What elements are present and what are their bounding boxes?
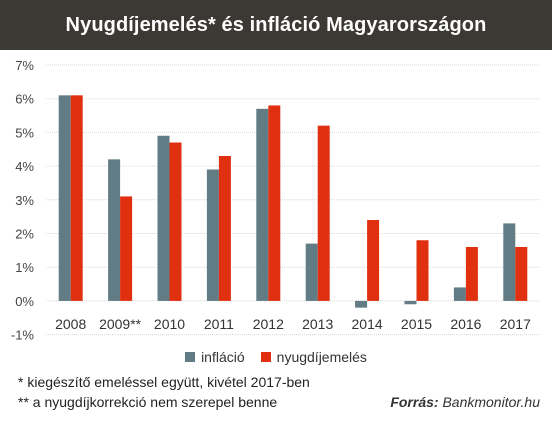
legend-item-inflation: infláció bbox=[185, 349, 245, 365]
y-axis-ticks: -1% 0% 1% 2% 3% 4% 5% 6% 7% bbox=[11, 58, 35, 343]
legend-swatch-pension bbox=[260, 352, 271, 362]
y-tick-label: 3% bbox=[15, 193, 34, 208]
chart-title: Nyugdíjemelés* és infláció Magyarországo… bbox=[65, 13, 487, 36]
bar-pension-increase bbox=[317, 125, 330, 301]
source-credit: Forrás: Bankmonitor.hu bbox=[390, 394, 540, 410]
bar-pension-increase bbox=[465, 246, 478, 301]
footnote-1: * kiegészítő emeléssel együtt, kivétel 2… bbox=[18, 374, 310, 390]
y-tick-label: 1% bbox=[15, 260, 34, 275]
y-tick-label: 0% bbox=[15, 294, 34, 309]
bar-inflation bbox=[58, 95, 71, 301]
legend-label-inflation: infláció bbox=[201, 349, 245, 365]
bar-inflation bbox=[305, 243, 318, 301]
bar-inflation bbox=[503, 223, 516, 301]
y-tick-label: 4% bbox=[15, 159, 34, 174]
x-tick-label: 2016 bbox=[450, 316, 481, 332]
bar-inflation bbox=[256, 108, 269, 301]
bar-pension-increase bbox=[169, 142, 182, 301]
footnote-2: ** a nyugdíjkorrekció nem szerepel benne bbox=[18, 394, 278, 410]
bar-pension-increase bbox=[218, 155, 231, 301]
bar-inflation bbox=[108, 159, 121, 301]
bar-pension-increase bbox=[416, 240, 429, 301]
bar-pension-increase bbox=[120, 196, 133, 301]
source-name: Bankmonitor.hu bbox=[442, 394, 540, 410]
source-label: Forrás bbox=[390, 394, 434, 410]
x-tick-label: 2015 bbox=[401, 316, 432, 332]
bar-pension-increase bbox=[70, 95, 83, 301]
bar-inflation bbox=[453, 287, 466, 301]
bars bbox=[58, 95, 528, 308]
x-tick-label: 2008 bbox=[55, 316, 86, 332]
bar-inflation bbox=[355, 300, 368, 308]
x-tick-label: 2013 bbox=[302, 316, 333, 332]
x-tick-label: 2012 bbox=[253, 316, 284, 332]
bar-inflation bbox=[404, 300, 417, 305]
footnotes: * kiegészítő emeléssel együtt, kivétel 2… bbox=[18, 372, 310, 412]
bar-pension-increase bbox=[367, 220, 380, 301]
legend-swatch-inflation bbox=[185, 352, 196, 362]
legend-item-pension: nyugdíjemelés bbox=[260, 349, 367, 365]
bar-inflation bbox=[206, 169, 219, 301]
legend-label-pension: nyugdíjemelés bbox=[276, 349, 367, 365]
x-tick-label: 2014 bbox=[352, 316, 383, 332]
y-tick-label: 6% bbox=[15, 92, 34, 107]
bar-inflation bbox=[157, 135, 170, 301]
x-tick-label: 2017 bbox=[500, 316, 531, 332]
y-tick-label: 7% bbox=[15, 58, 34, 73]
x-axis-ticks: 2008 2009** 2010 2011 2012 2013 2014 2015 2016 20… bbox=[55, 316, 531, 332]
bar-pension-increase bbox=[268, 105, 281, 301]
y-tick-label: 5% bbox=[15, 125, 34, 140]
bar-chart: -1%0%1%2%3%4%5%6%7% 2008 2009** 2010 2011 20… bbox=[11, 58, 540, 343]
chart-legend: infláció nyugdíjemelés bbox=[0, 346, 552, 368]
x-tick-label: 2011 bbox=[204, 316, 234, 332]
x-tick-label: 2010 bbox=[154, 316, 185, 332]
y-tick-label: 2% bbox=[15, 227, 34, 242]
y-tick-label: -1% bbox=[11, 328, 35, 343]
bar-pension-increase bbox=[515, 246, 528, 301]
chart-header: Nyugdíjemelés* és infláció Magyarországo… bbox=[0, 0, 552, 50]
x-tick-label: 2009** bbox=[99, 316, 142, 332]
